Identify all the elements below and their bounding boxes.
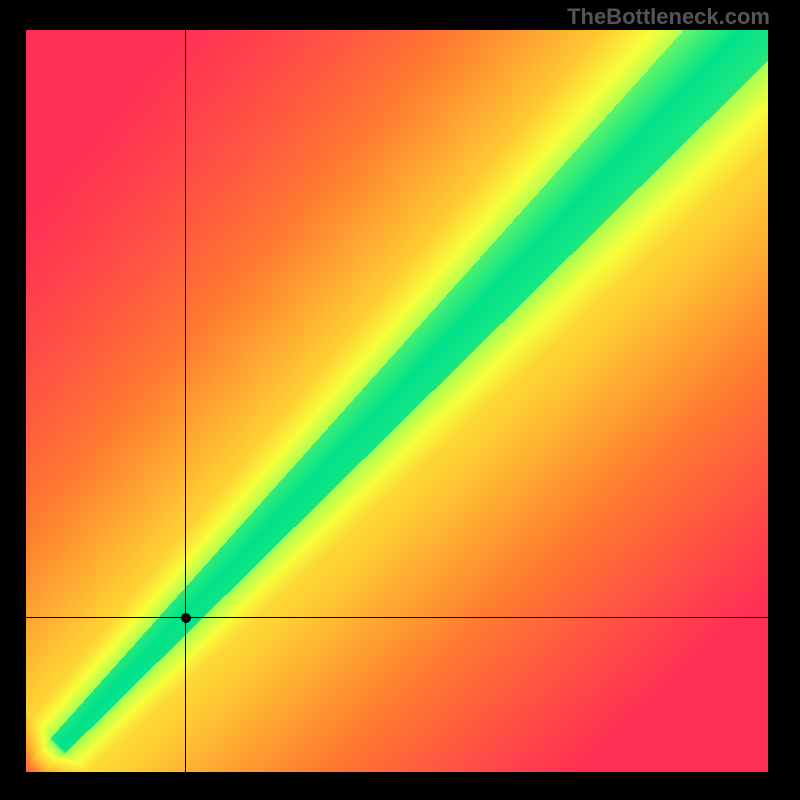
bottleneck-heatmap <box>26 30 768 772</box>
crosshair-vertical <box>185 30 186 772</box>
crosshair-marker-dot <box>181 613 191 623</box>
crosshair-horizontal <box>26 617 768 618</box>
watermark-text: TheBottleneck.com <box>567 4 770 30</box>
chart-container: TheBottleneck.com <box>0 0 800 800</box>
